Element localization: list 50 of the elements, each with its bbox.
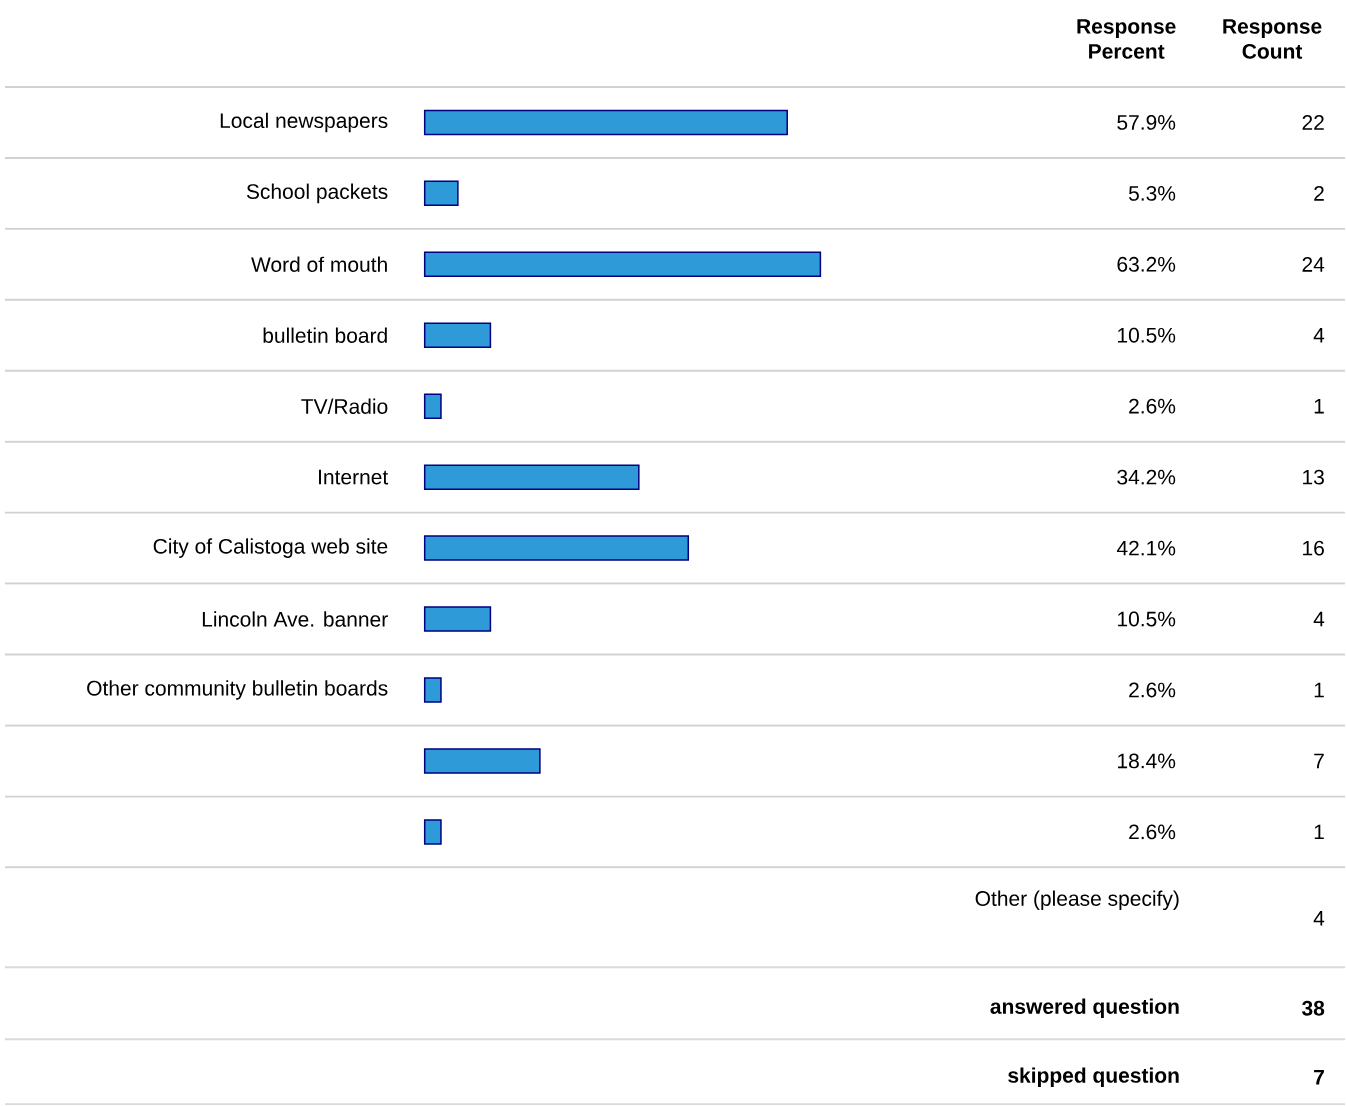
bar (423, 677, 442, 703)
bar (423, 251, 822, 277)
data-label: 63.2% (1117, 256, 1176, 272)
y-tick-label: Word of mouth (251, 256, 387, 272)
text: 7 (1314, 753, 1324, 769)
y-tick-label: City of Calistoga web site (153, 538, 388, 558)
text: Other (please specify) (975, 890, 1179, 911)
text: 7 (1314, 1069, 1324, 1085)
text: 13 (1303, 469, 1324, 485)
y-tick-label: Internet (319, 469, 389, 485)
bar (423, 535, 690, 561)
text: 4 (1313, 327, 1325, 343)
y-tick-label: Local newspapers (220, 112, 388, 133)
text: 2 (1314, 185, 1324, 201)
y-tick-label: Lincoln Ave. banner (202, 611, 388, 627)
data-label: 5.3% (1128, 185, 1176, 201)
data-label: 34.2% (1117, 469, 1176, 485)
data-label: 10.5% (1118, 327, 1176, 343)
y-tick-label: Other community bulletin boards (87, 680, 388, 700)
data-label: 10.5% (1118, 611, 1176, 627)
text: Response Percent (1077, 19, 1176, 59)
bar (423, 180, 459, 207)
y-tick-label: School packets (246, 183, 388, 204)
text: 24 (1302, 256, 1325, 272)
data-label: 18.4% (1118, 753, 1176, 769)
text: skipped question (1008, 1067, 1179, 1087)
text: 1 (1314, 682, 1324, 698)
text: 38 (1301, 1000, 1325, 1016)
bar (423, 464, 640, 490)
text: 1 (1314, 398, 1324, 414)
bar (423, 606, 492, 632)
data-label: 2.6% (1129, 398, 1176, 414)
data-label: 42.1% (1116, 540, 1176, 556)
bar (423, 109, 788, 136)
text: 1 (1314, 824, 1324, 840)
text: 22 (1302, 115, 1324, 130)
bar (423, 393, 442, 419)
text: 4 (1313, 611, 1325, 627)
text: 4 (1313, 911, 1325, 926)
y-tick-label: TV/Radio (301, 398, 388, 414)
bar (423, 819, 442, 845)
bar (423, 748, 541, 774)
y-tick-label: bulletin board (263, 327, 387, 343)
data-label: 2.6% (1129, 824, 1176, 840)
text: Response Count (1223, 19, 1322, 59)
data-label: 2.6% (1129, 682, 1176, 698)
text: 16 (1303, 540, 1324, 556)
bar (423, 322, 492, 348)
data-label: 57.9% (1117, 114, 1176, 130)
text: answered question (990, 998, 1179, 1018)
